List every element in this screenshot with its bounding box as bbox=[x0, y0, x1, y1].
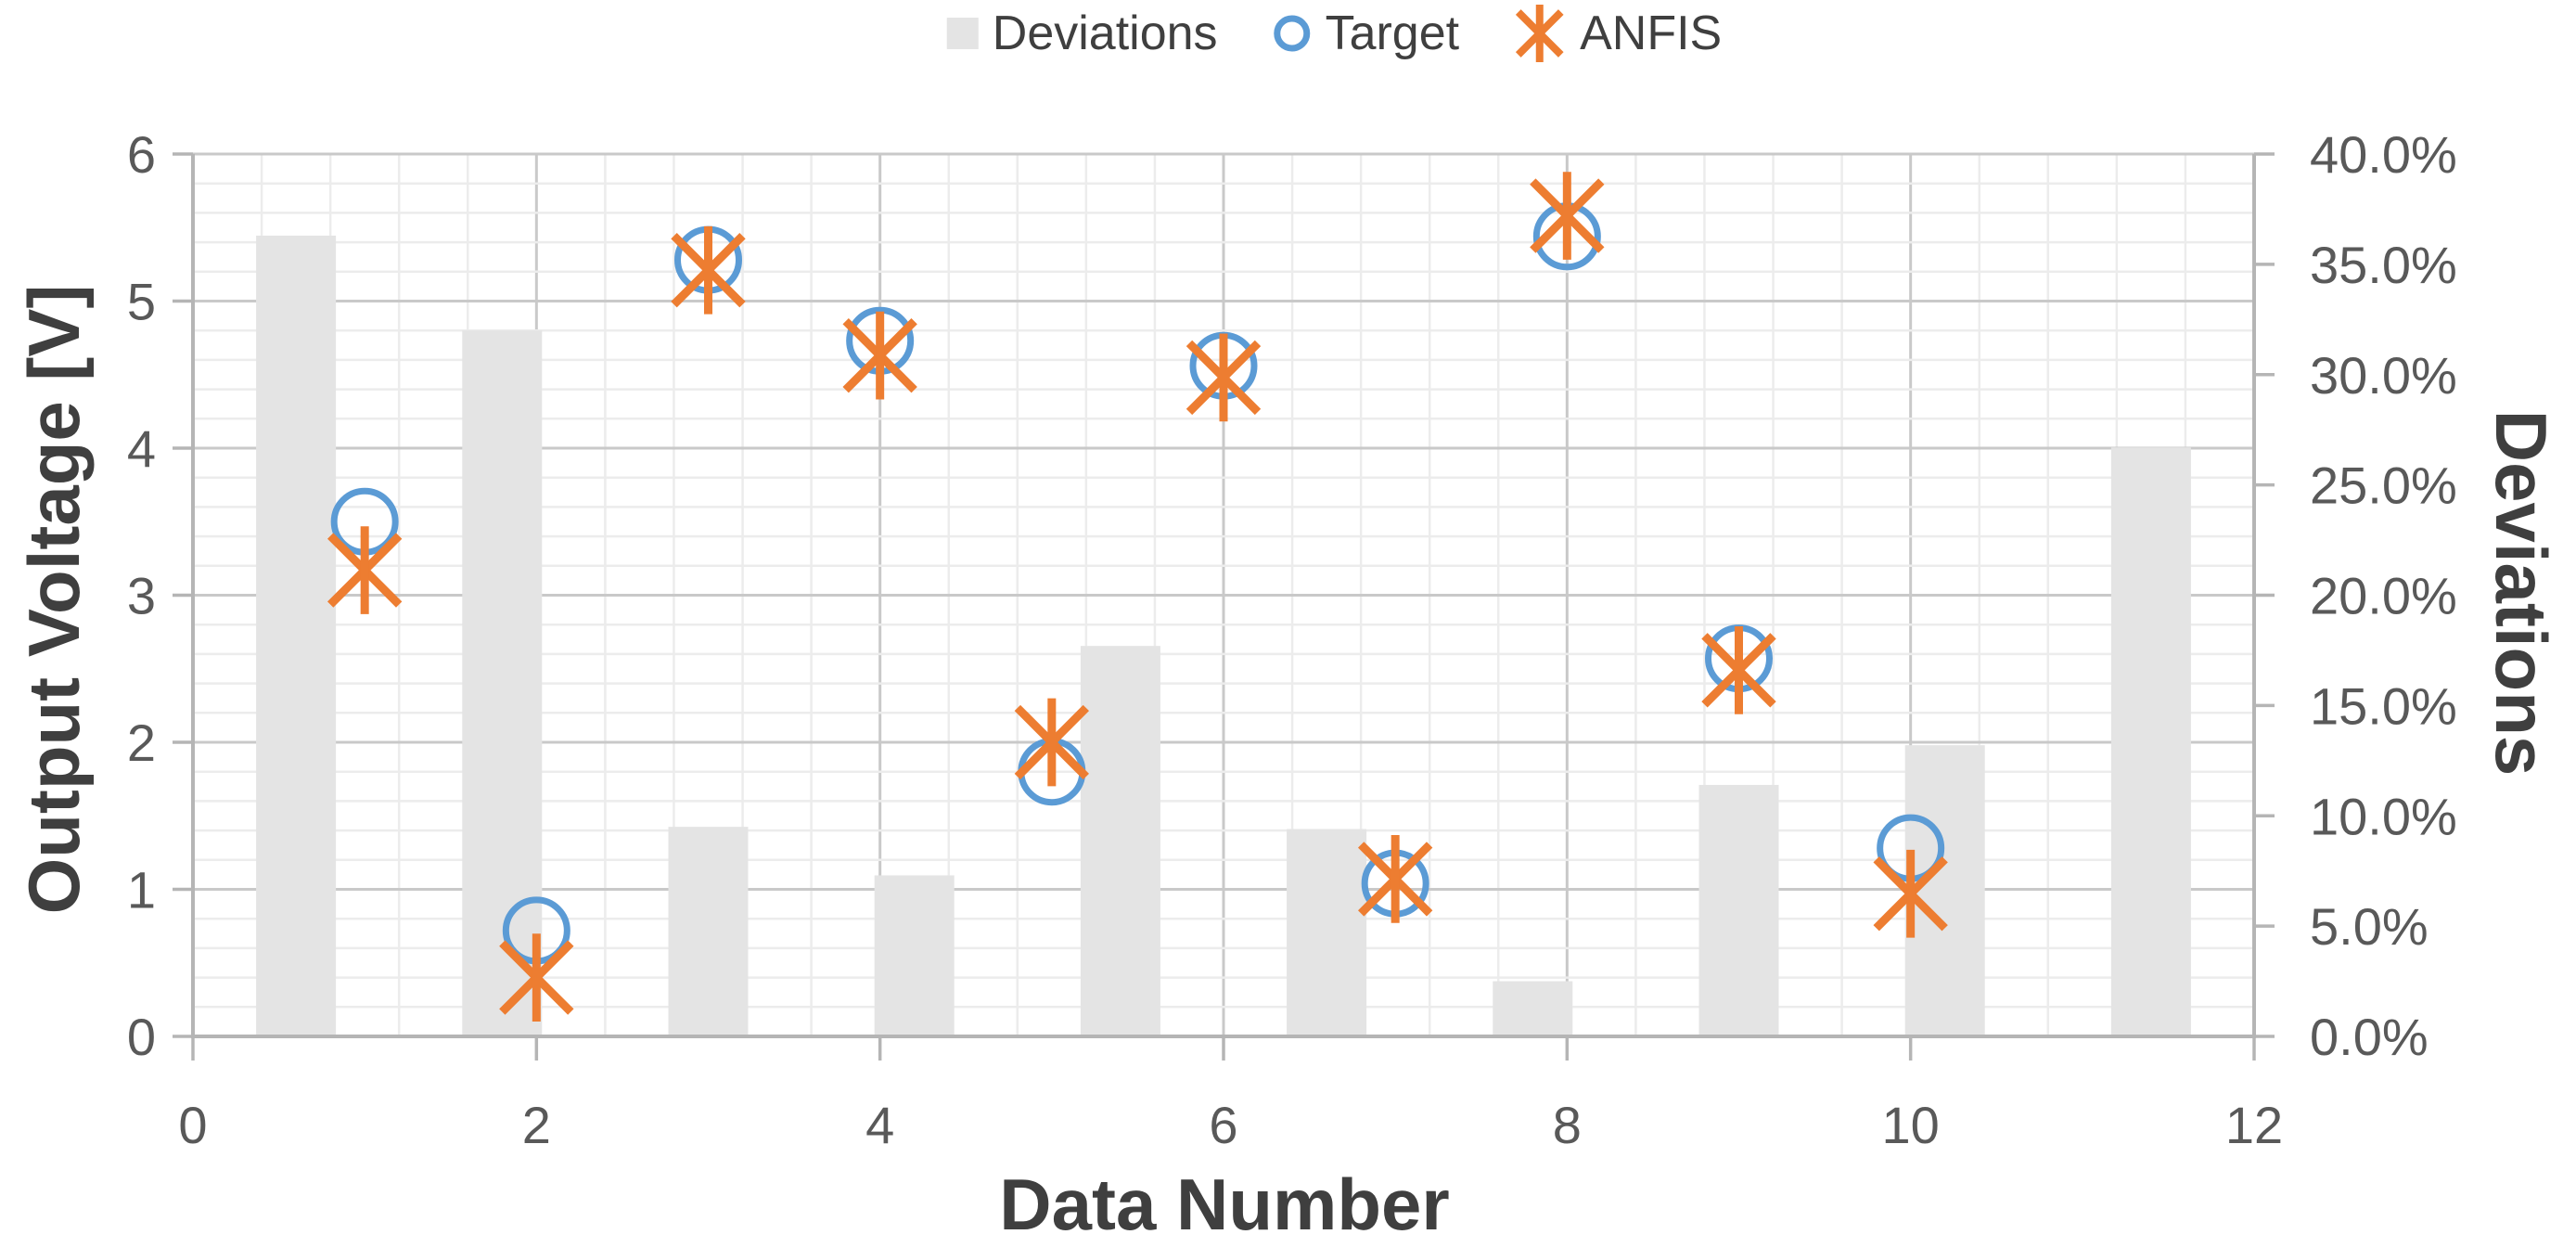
legend-label: ANFIS bbox=[1580, 6, 1723, 60]
left-y-tick-label: 1 bbox=[127, 861, 156, 919]
left-y-tick-label: 3 bbox=[127, 567, 156, 625]
anfis-marker-star-icon bbox=[1873, 849, 1948, 938]
right-axis-title: Deviations bbox=[2480, 409, 2562, 777]
left-y-tick-label: 2 bbox=[127, 714, 156, 772]
anfis-marker-star-icon bbox=[1014, 698, 1090, 787]
anfis-scatter-series bbox=[327, 172, 1948, 1022]
deviation-bar bbox=[668, 827, 749, 1036]
anfis-marker-star-icon bbox=[671, 225, 746, 315]
target-circle-icon bbox=[1274, 15, 1311, 52]
left-y-tick-label: 4 bbox=[127, 419, 156, 478]
deviation-bar bbox=[1493, 981, 1573, 1036]
deviation-bar bbox=[874, 875, 955, 1036]
anfis-marker-star-icon bbox=[1701, 625, 1776, 714]
x-tick-label: 0 bbox=[178, 1096, 207, 1154]
deviations-bar-series bbox=[256, 235, 2191, 1036]
right-y-tick-label: 40.0% bbox=[2310, 125, 2457, 184]
left-y-tick-label: 5 bbox=[127, 273, 156, 331]
x-tick-label: 4 bbox=[865, 1096, 894, 1154]
x-tick-label: 6 bbox=[1209, 1096, 1237, 1154]
x-tick-label: 2 bbox=[522, 1096, 551, 1154]
anfis-marker-star-icon bbox=[1185, 333, 1262, 422]
anfis-marker-star-icon bbox=[499, 933, 574, 1022]
deviation-bar bbox=[256, 235, 337, 1036]
legend-item-target: Target bbox=[1272, 6, 1460, 60]
anfis-marker-star-icon bbox=[842, 311, 917, 400]
deviation-bar bbox=[2110, 447, 2191, 1036]
legend-label: Target bbox=[1325, 6, 1460, 60]
deviation-bar bbox=[1287, 829, 1367, 1036]
deviation-bar bbox=[1698, 784, 1779, 1036]
legend: Deviations Target ANFIS bbox=[946, 2, 1722, 65]
right-y-tick-label: 5.0% bbox=[2310, 897, 2429, 956]
anfis-marker-star-icon bbox=[1357, 835, 1433, 923]
right-y-tick-label: 35.0% bbox=[2310, 236, 2457, 294]
left-y-tick-label: 6 bbox=[127, 125, 156, 184]
x-tick-label: 10 bbox=[1882, 1096, 1940, 1154]
right-y-tick-label: 20.0% bbox=[2310, 567, 2457, 625]
right-y-tick-label: 30.0% bbox=[2310, 346, 2457, 405]
anfis-marker-star-icon bbox=[327, 526, 403, 614]
axis-tick-labels: 0 2 4 6 8 10 1201234560.0%5.0%10.0%15.0%20.0%2… bbox=[127, 125, 2457, 1154]
left-axis-title: Output Voltage [V] bbox=[13, 284, 95, 915]
x-tick-label: 12 bbox=[2225, 1096, 2283, 1154]
legend-item-deviations: Deviations bbox=[946, 9, 1218, 58]
left-y-tick-label: 0 bbox=[127, 1008, 156, 1066]
right-y-tick-label: 10.0% bbox=[2310, 787, 2457, 845]
right-y-tick-label: 25.0% bbox=[2310, 456, 2457, 515]
deviations-square-icon bbox=[946, 18, 979, 49]
legend-label: Deviations bbox=[992, 6, 1218, 60]
deviation-bar bbox=[1080, 646, 1160, 1036]
anfis-star-icon bbox=[1516, 5, 1564, 62]
right-y-tick-label: 15.0% bbox=[2310, 676, 2457, 735]
anfis-marker-star-icon bbox=[1530, 172, 1605, 260]
axes bbox=[173, 152, 2275, 1061]
right-y-tick-label: 0.0% bbox=[2310, 1008, 2429, 1066]
deviation-bar bbox=[462, 330, 543, 1036]
legend-item-anfis: ANFIS bbox=[1513, 3, 1722, 64]
x-tick-label: 8 bbox=[1553, 1096, 1582, 1154]
x-axis-title: Data Number bbox=[999, 1164, 1450, 1245]
